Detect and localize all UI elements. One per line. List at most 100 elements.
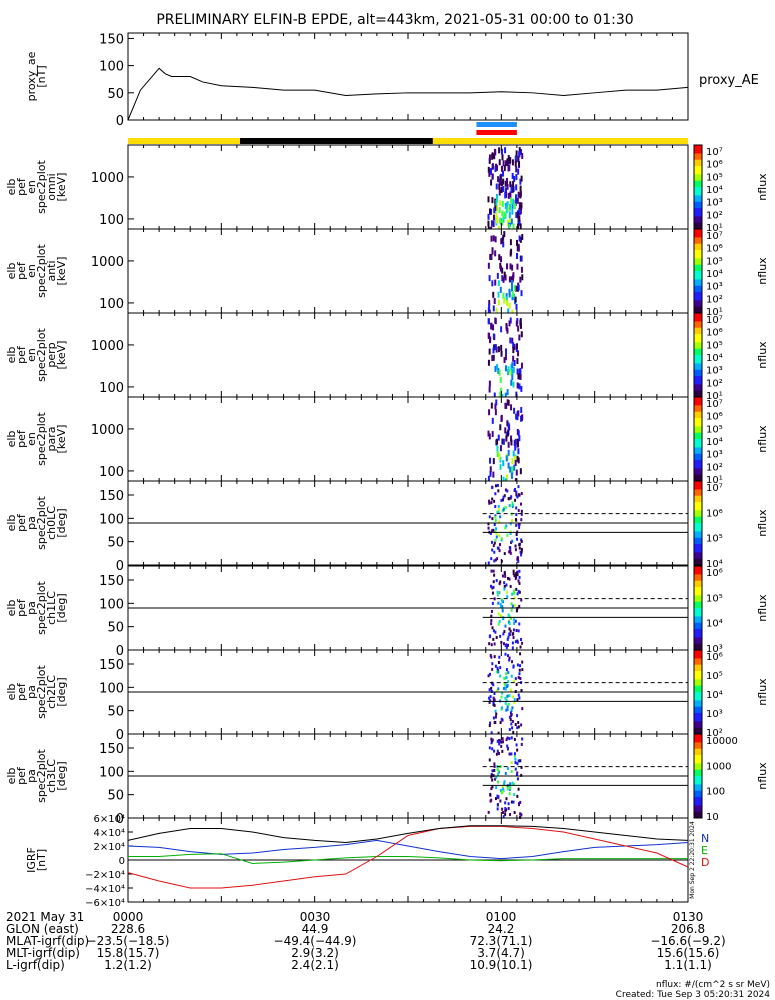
- heatmap-cell: [516, 771, 519, 775]
- y-axis-label-line: [deg]: [55, 761, 68, 790]
- colorbar-cell: [694, 294, 702, 297]
- heatmap-cell: [510, 285, 513, 292]
- heatmap-cell: [501, 691, 504, 695]
- colorbar-cell: [694, 371, 702, 375]
- colorbar-label: nflux: [756, 173, 769, 201]
- colorbar-cell: [694, 734, 702, 737]
- heatmap-cell: [500, 559, 503, 563]
- colorbar-cell: [694, 420, 702, 423]
- colorbar-tick-label: 10²: [706, 294, 723, 305]
- heatmap-cell: [497, 346, 500, 353]
- heatmap-cell: [504, 526, 507, 530]
- colorbar-cell: [694, 474, 702, 478]
- heatmap-cell: [491, 355, 494, 362]
- heatmap-cell: [495, 164, 498, 171]
- heatmap-cell: [518, 522, 521, 526]
- heatmap-cell: [517, 223, 520, 230]
- heatmap-cell: [508, 792, 511, 796]
- igrf-legend-E: E: [701, 844, 708, 857]
- heatmap-cell: [508, 216, 511, 223]
- colorbar-cell: [694, 502, 702, 505]
- colorbar-cell: [694, 460, 702, 463]
- colorbar-cell: [694, 552, 702, 555]
- colorbar-tick-label: 10²: [706, 462, 723, 473]
- heatmap-cell: [499, 200, 502, 207]
- heatmap-cell: [513, 793, 516, 797]
- colorbar-cell: [694, 633, 702, 636]
- heatmap-cell: [516, 557, 519, 561]
- colorbar-cell: [694, 344, 702, 348]
- heatmap-cell: [510, 495, 513, 499]
- y-axis-label-line: [nT]: [35, 65, 48, 87]
- colorbar-cell: [694, 220, 702, 224]
- heatmap-cell: [519, 652, 522, 656]
- heatmap-cell: [498, 620, 501, 624]
- heatmap-cell: [498, 369, 501, 376]
- heatmap-cell: [515, 212, 518, 219]
- colorbar-cell: [694, 608, 702, 611]
- colorbar-cell: [694, 453, 702, 457]
- heatmap-cell: [521, 414, 524, 421]
- colorbar-cell: [694, 155, 702, 159]
- heatmap-cell: [511, 641, 514, 645]
- colorbar-cell: [694, 378, 702, 381]
- y-tick-label: 0: [119, 856, 125, 867]
- colorbar-cell: [694, 512, 702, 516]
- colorbar-cell: [694, 411, 702, 415]
- y-axis-label-line: elb: [5, 515, 18, 532]
- heatmap-cell: [511, 374, 514, 381]
- heatmap-cell: [510, 708, 513, 712]
- heatmap-cell: [496, 593, 499, 597]
- colorbar-cell: [694, 399, 702, 402]
- heatmap-cell: [490, 402, 493, 409]
- heatmap-cell: [500, 326, 503, 333]
- colorbar-cell: [694, 212, 702, 215]
- table-cell: 24.2: [488, 922, 515, 936]
- heatmap-cell: [505, 177, 508, 184]
- heatmap-cell: [493, 642, 496, 646]
- colorbar-cell: [694, 506, 702, 509]
- heatmap-cell: [492, 458, 495, 465]
- heatmap-cell: [489, 457, 492, 464]
- heatmap-cell: [513, 293, 516, 300]
- colorbar-tick-label: 10⁷: [706, 315, 723, 326]
- heatmap-cell: [511, 504, 514, 508]
- heatmap-cell: [502, 178, 505, 185]
- colorbar-tick-label: 10⁶: [706, 160, 723, 171]
- heatmap-cell: [506, 489, 509, 493]
- heatmap-cell: [499, 765, 502, 769]
- heatmap-cell: [505, 583, 508, 587]
- colorbar-cell: [694, 624, 702, 628]
- colorbar-cell: [694, 325, 702, 329]
- heatmap-cell: [519, 367, 522, 374]
- colorbar-cell: [694, 568, 702, 571]
- heatmap-cell: [512, 347, 515, 354]
- y-axis-label-line: spec2plot: [35, 581, 48, 635]
- colorbar-cell: [694, 292, 702, 295]
- y-axis-label-line: pa: [25, 769, 38, 783]
- heatmap-cell: [506, 684, 509, 688]
- colorbar-cell: [694, 149, 702, 152]
- heatmap-cell: [518, 373, 521, 380]
- heatmap-cell: [488, 300, 491, 307]
- heatmap-cell: [497, 489, 500, 493]
- heatmap-cell: [504, 212, 507, 219]
- heatmap-cell: [496, 217, 499, 224]
- heatmap-cell: [509, 629, 512, 633]
- colorbar-cell: [694, 605, 702, 609]
- heatmap-cell: [494, 505, 497, 509]
- colorbar-cell: [694, 382, 702, 385]
- colorbar-cell: [694, 256, 702, 259]
- heatmap-cell: [492, 698, 495, 702]
- colorbar-cell: [694, 495, 702, 499]
- colorbar-cell: [694, 738, 702, 741]
- heatmap-cell: [499, 286, 502, 293]
- heatmap-cell: [497, 660, 500, 664]
- heatmap-cell: [496, 590, 499, 594]
- heatmap-cell: [519, 192, 522, 199]
- heatmap-cell: [500, 414, 503, 421]
- heatmap-cell: [505, 672, 508, 676]
- colorbar-cell: [694, 671, 702, 674]
- y-axis-label-line: elb: [5, 600, 18, 617]
